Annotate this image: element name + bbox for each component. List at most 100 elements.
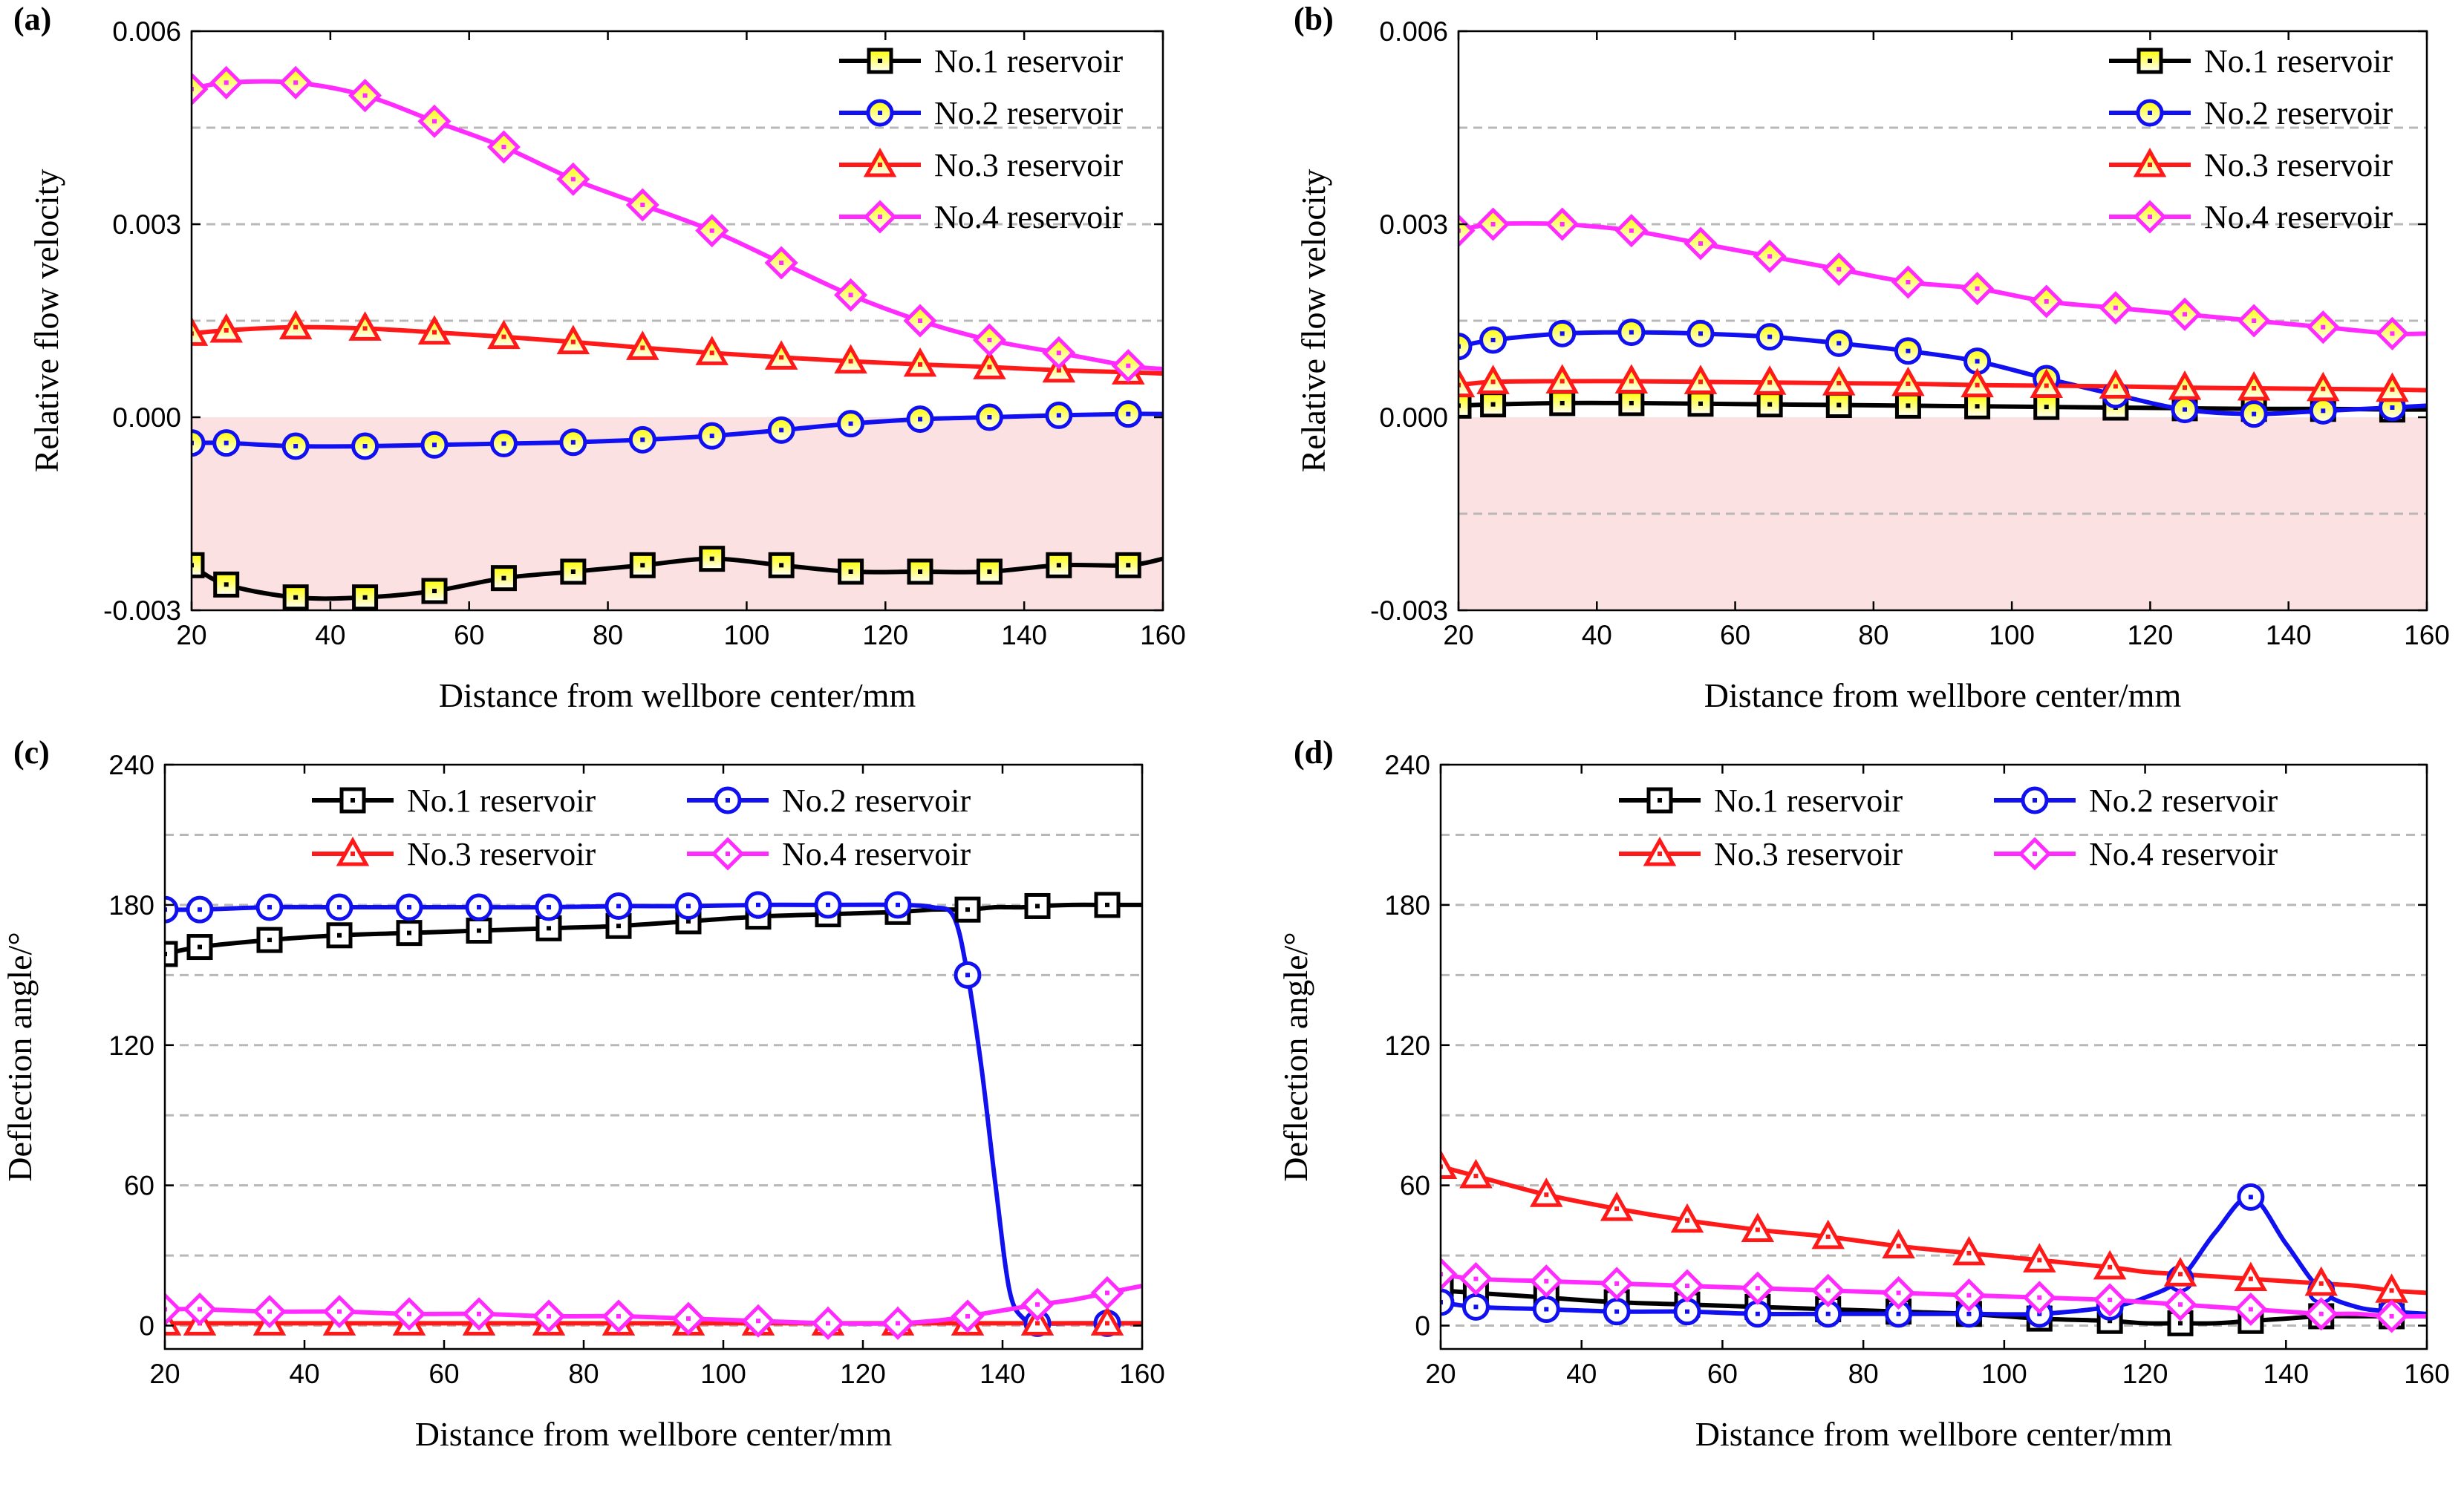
series-line-no4 [192,79,1163,371]
x-tick-label: 40 [1582,620,1612,650]
data-point-no4-dot [1614,1281,1620,1286]
series-line-no1 [165,902,1142,956]
data-point-no4-dot [987,338,992,342]
data-point-no3-dot [1767,380,1773,385]
plot-area [192,65,1163,610]
data-point-no4-dot [2113,305,2118,310]
legend-marker-no2-dot [726,798,730,803]
plot-frame [163,763,1144,1350]
y-tick-label: 60 [1400,1171,1430,1201]
data-point-no4-dot [640,203,645,207]
data-point-no4 [1441,1257,1458,1291]
x-tick-label: 100 [1981,1359,2027,1389]
data-point-no4-dot [1056,350,1061,356]
data-point-no4-dot [826,1321,830,1326]
data-point-no2-dot [1441,1300,1443,1305]
data-point-no3-dot [1896,1244,1901,1249]
plot-frame [1457,30,2428,612]
data-point-no1 [1458,392,1472,419]
data-point-no2-dot [965,973,970,978]
data-point-no2-dot [896,902,900,907]
data-point-no1-dot [1906,403,1911,408]
data-point-no2-dot [547,905,551,910]
series-line-no2 [1458,330,2427,416]
data-point-no1-dot [1105,902,1109,907]
x-tick-label: 160 [1140,620,1186,650]
data-point-no3-dot [2044,383,2049,388]
data-point-no2-dot [1825,1311,1831,1316]
legend: No.1 reservoir No.2 reservoir No.3 reservo… [2109,43,2393,235]
data-point-no3-dot [987,365,992,370]
data-point-no2-dot [570,440,576,445]
x-tick-label: 160 [2404,1359,2450,1389]
x-axis-title: Distance from wellbore center/mm [439,676,916,714]
data-point-no3-dot [1755,1227,1760,1232]
data-point-no4-dot [2178,1302,2183,1307]
data-point-no1 [396,920,423,947]
panel-label: (b) [1294,1,1334,37]
data-point-no2-dot [1906,348,1911,353]
data-point-no3-dot [1825,1234,1831,1239]
data-point-no2-dot [1629,330,1634,335]
data-point-no4-dot [1975,286,1980,291]
plot-area [1441,1149,2427,1336]
data-point-no2-dot [501,441,506,446]
data-point-no3-dot [2183,385,2187,391]
data-point-no2-dot [826,902,830,907]
data-point-no4-dot [267,1309,272,1314]
data-point-no2-dot [1698,331,1703,336]
data-point-no2-dot [1614,1309,1620,1314]
data-point-no1-dot [987,569,992,574]
x-tick-label: 160 [1119,1359,1165,1389]
data-point-no2-dot [362,444,368,448]
data-point-no2-dot [192,440,194,445]
data-point-no2-dot [2248,1195,2253,1200]
series-line-no4 [1458,220,2427,336]
legend-label-no2: No.2 reservoir [2089,783,2278,819]
data-point-no1-dot [1458,403,1461,408]
data-point-no1 [192,552,205,578]
data-point-no4-dot [1906,280,1911,284]
x-tick-label: 100 [1989,620,2035,650]
data-point-no1-dot [709,556,714,561]
data-point-no2-dot [756,902,760,907]
data-point-no3-dot [1056,367,1061,373]
y-axis-title: Deflection angle/° [1277,932,1314,1181]
data-point-no2-dot [432,442,437,448]
data-point-no3-dot [1975,382,1980,388]
data-point-no2-dot [640,437,645,442]
data-point-no1 [560,558,587,585]
x-tick-label: 20 [176,620,206,650]
data-point-no3-dot [2113,384,2118,389]
data-point-no1-dot [1126,563,1131,568]
data-point-no2 [165,895,179,924]
data-point-no3-dot [293,324,299,330]
data-point-no1-dot [848,569,853,574]
data-point-no4-dot [547,1313,551,1319]
data-point-no1-dot [640,563,645,568]
data-point-no2-dot [2390,405,2395,410]
data-point-no4-dot [1458,228,1461,233]
data-point-no4-dot [1559,222,1565,226]
data-point-no1-dot [1767,402,1773,407]
x-tick-label: 60 [454,620,484,650]
data-point-no4-dot [1825,1288,1831,1293]
x-tick-label: 60 [428,1359,459,1389]
data-point-no4-dot [2108,1297,2113,1302]
data-point-no2 [1441,1288,1455,1316]
panel-d: 20 40 60 80 100 120 140 160 0 60 120 180 240 Distance… [1277,734,2450,1453]
series-line-no4 [165,1284,1142,1326]
data-point-no1-dot [965,907,970,912]
data-point-no1-dot [337,932,342,938]
x-tick-label: 120 [862,620,908,650]
data-point-no3-dot [224,328,229,333]
data-point-no3-dot [362,326,368,331]
legend-label-no4: No.4 reservoir [2204,199,2393,235]
x-tick-label: 140 [1001,620,1047,650]
legend-label-no3: No.3 reservoir [407,836,596,872]
y-tick-label: 0.006 [1379,16,1448,47]
data-point-no1-dot [918,569,922,574]
data-point-no4-dot [192,87,194,91]
series-line-no2 [165,902,1142,1326]
legend-marker-no1-dot [351,798,355,803]
